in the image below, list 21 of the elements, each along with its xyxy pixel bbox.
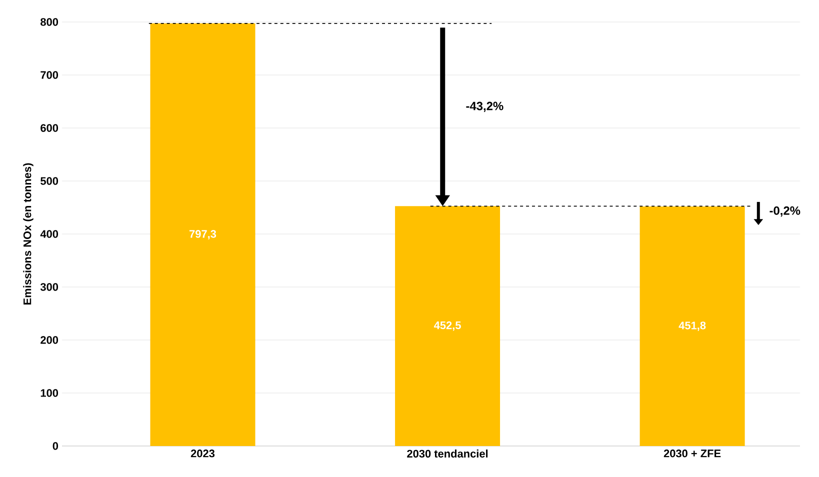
bar: [150, 23, 256, 446]
y-tick-label: 200: [40, 336, 58, 344]
annotation: -0,2%: [770, 206, 800, 217]
y-tick-label: 400: [40, 230, 58, 238]
y-tick-label: 0: [52, 442, 58, 450]
y-axis-title: Emissions NOx (en tonnes): [23, 163, 34, 305]
bar: [640, 206, 745, 446]
data-label: 452,5: [434, 321, 461, 331]
data-label: 451,8: [678, 322, 706, 331]
y-tick-label: 800: [40, 18, 58, 26]
annotation: -43,2%: [466, 102, 504, 112]
y-tick-label: 700: [40, 71, 58, 79]
y-tick-label: 300: [40, 283, 58, 291]
bar: [395, 206, 500, 446]
x-tick-label: 2023: [190, 450, 215, 458]
y-tick-label: 100: [40, 389, 58, 397]
x-tick-label: 2030 + ZFE: [664, 450, 721, 458]
data-label: 797,3: [190, 230, 216, 240]
x-tick-label: 2030 tendanciel: [407, 450, 488, 458]
y-tick-label: 500: [40, 177, 58, 185]
y-tick-label: 600: [40, 124, 58, 132]
